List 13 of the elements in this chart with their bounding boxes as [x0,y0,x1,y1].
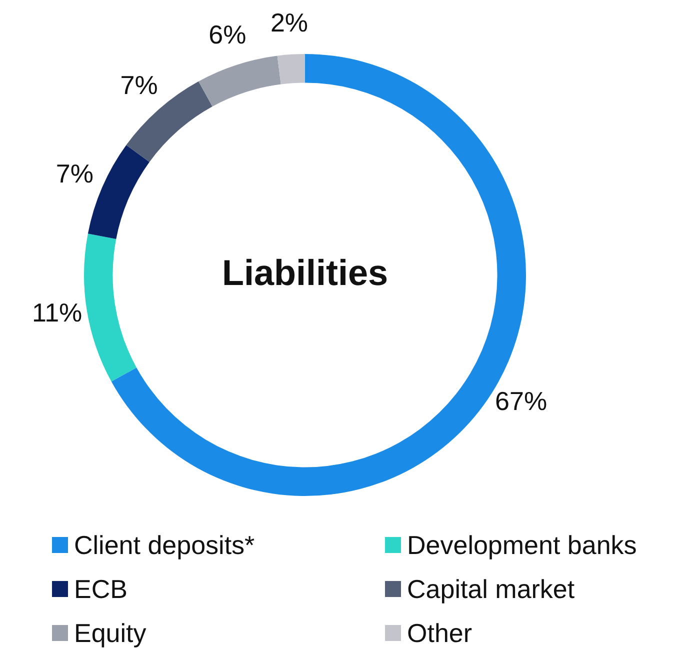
legend-label: Other [407,618,472,648]
data-label: 11% [32,297,82,328]
legend-label: Client deposits* [74,530,255,560]
legend-label: Capital market [407,574,575,604]
data-label: 6% [208,19,246,50]
data-label: 7% [56,158,94,188]
data-label: 7% [120,70,158,100]
data-label: 2% [270,8,308,38]
legend-label: ECB [74,574,128,604]
text: Liabilities [222,252,388,293]
data-label: 67% [495,386,548,416]
legend-label: Equity [74,618,146,648]
legend-label: Development banks [407,530,637,560]
